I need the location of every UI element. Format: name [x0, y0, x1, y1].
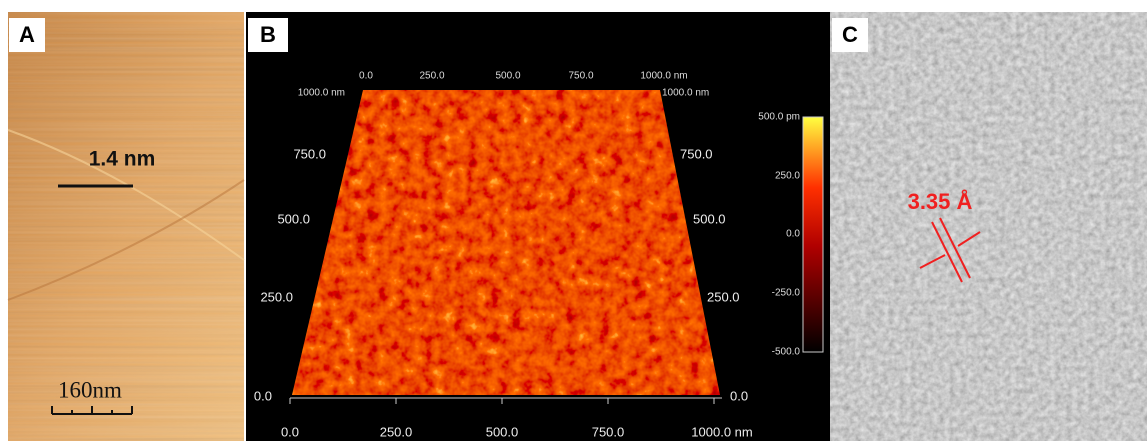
colorbar-label: 500.0 pm [758, 112, 800, 123]
top-axis-label: 1000.0 nm [640, 71, 687, 82]
colorbar-label: 0.0 [786, 229, 800, 240]
colorbar-label: 250.0 [775, 171, 800, 182]
scale-bar [51, 406, 133, 415]
panel-a: A 1.4 nm 160nm [7, 12, 245, 441]
left-axis-label: 500.0 [277, 211, 310, 226]
bottom-axis-label: 500.0 [486, 424, 519, 439]
afm-texture [8, 12, 244, 441]
right-axis-label: 0.0 [730, 388, 748, 403]
panel-b: B 0.0 250.0 500.0 750.0 1000.0 nm 1000.0 nm 75… [246, 12, 830, 441]
panel-label: C [842, 22, 858, 47]
label-box [832, 18, 868, 52]
left-axis-label: 1000.0 nm [298, 88, 345, 99]
left-axis-label: 750.0 [293, 146, 326, 161]
bottom-axis-label: 750.0 [592, 424, 625, 439]
step-edge [7, 179, 245, 301]
right-axis-label: 500.0 [693, 211, 726, 226]
colorbar-label: -500.0 [772, 347, 801, 358]
label-box [248, 18, 288, 52]
tem-image [830, 12, 1147, 441]
spacing-marker [919, 217, 981, 283]
right-axis-label: 1000.0 nm [662, 88, 709, 99]
panel-c: C 3.35 Å [830, 12, 1147, 441]
top-axis-label: 0.0 [359, 71, 373, 82]
right-axis-label: 750.0 [680, 146, 713, 161]
spacing-label: 3.35 Å [908, 188, 973, 214]
height-label: 1.4 nm [89, 148, 156, 171]
top-axis-label: 750.0 [568, 71, 593, 82]
left-axis-label: 0.0 [254, 388, 272, 403]
panel-label: B [260, 22, 276, 47]
colorbar-label: -250.0 [772, 288, 801, 299]
label-box [9, 18, 45, 52]
bottom-axis-label: 250.0 [380, 424, 413, 439]
panel-label: A [19, 22, 35, 47]
bottom-axis-label: 1000.0 nm [691, 424, 752, 439]
left-axis-label: 250.0 [260, 289, 293, 304]
right-axis-label: 250.0 [707, 289, 740, 304]
step-edge [7, 129, 245, 261]
surface-3d [292, 90, 720, 395]
top-axis-label: 250.0 [419, 71, 444, 82]
axes: 0.0 250.0 500.0 750.0 1000.0 nm 1000.0 nm 750.… [254, 71, 801, 440]
colorbar [802, 116, 824, 353]
bottom-axis-label: 0.0 [281, 424, 299, 439]
top-axis-label: 500.0 [495, 71, 520, 82]
scale-label: 160nm [58, 377, 122, 402]
